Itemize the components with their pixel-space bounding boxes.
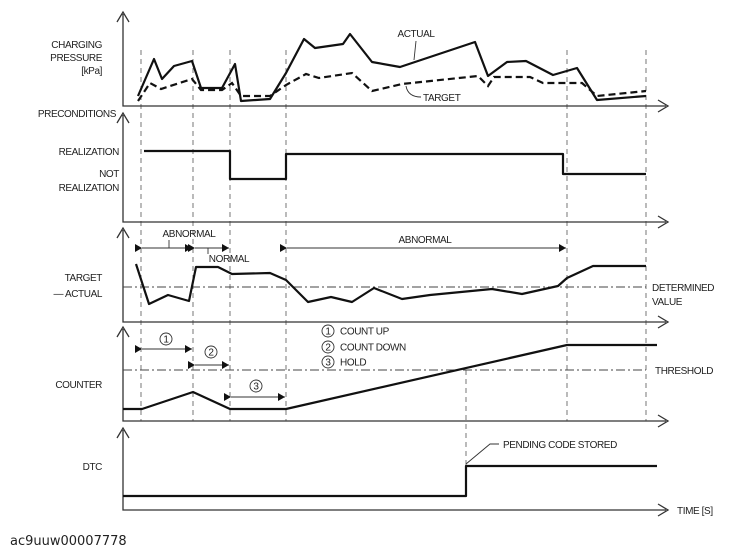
- target-label: TARGET: [65, 273, 103, 284]
- mark-1-circle: [159, 332, 173, 346]
- charging-pressure-panel: CHARGING PRESSURE [kPa] ACTUAL TARGET: [50, 10, 670, 113]
- abnormal-label-1: ABNORMAL: [163, 229, 217, 240]
- difference-axes: [116, 226, 670, 329]
- legend-num-3: 3: [325, 358, 331, 369]
- time-axis-label: TIME [S]: [677, 506, 713, 517]
- normal-label: NORMAL: [209, 254, 250, 265]
- not-realization-label-2: REALIZATION: [59, 183, 120, 194]
- mark-3: 3: [253, 382, 259, 393]
- preconditions-signal: [144, 149, 646, 181]
- difference-line: [134, 263, 646, 306]
- actual-pressure-line: [136, 32, 647, 103]
- counter-label: COUNTER: [55, 380, 102, 391]
- pressure-label-1: CHARGING: [51, 40, 102, 51]
- counter-line: [123, 343, 657, 411]
- pressure-label-2: PRESSURE: [50, 53, 103, 64]
- dtc-panel: DTC PENDING CODE STORED TIME [S]: [83, 426, 714, 517]
- legend-count-down: COUNT DOWN: [340, 343, 406, 354]
- preconditions-label: PRECONDITIONS: [38, 109, 117, 120]
- mark-3-circle: [249, 379, 263, 393]
- counter-legend: 1 COUNT UP 2 COUNT DOWN 3 HOLD: [321, 324, 406, 369]
- not-realization-label-1: NOT: [99, 169, 119, 180]
- pressure-label-3: [kPa]: [81, 66, 102, 77]
- abnormal-label-2: ABNORMAL: [399, 235, 453, 246]
- target-minus-actual-panel: TARGET — ACTUAL DETERMINED VALUE ABNORMA…: [54, 226, 715, 329]
- determined-label-2: VALUE: [652, 297, 683, 308]
- target-label: TARGET: [423, 93, 461, 104]
- legend-hold: HOLD: [340, 358, 366, 369]
- preconditions-axes: [116, 111, 670, 229]
- minus-actual-label: — ACTUAL: [54, 289, 103, 300]
- dtc-label: DTC: [83, 462, 103, 473]
- counter-axes: [116, 325, 670, 428]
- image-id-caption: ac9uuw00007778: [10, 534, 127, 549]
- mark-1: 1: [163, 335, 169, 346]
- threshold-label: THRESHOLD: [655, 366, 713, 377]
- preconditions-panel: PRECONDITIONS REALIZATION NOT REALIZATIO…: [38, 109, 670, 229]
- dtc-signal: [123, 464, 657, 498]
- pending-code-label: PENDING CODE STORED: [503, 440, 617, 451]
- dtc-axes: [116, 426, 670, 517]
- actual-label: ACTUAL: [397, 29, 435, 40]
- counter-panel: COUNTER THRESHOLD 1 2 3 1 COUNT UP 2 COU…: [55, 324, 714, 428]
- mark-2-circle: [204, 345, 218, 359]
- legend-num-2: 2: [325, 343, 331, 354]
- legend-count-up: COUNT UP: [340, 327, 390, 338]
- target-pressure-line: [137, 71, 647, 102]
- pending-leader: [465, 443, 499, 465]
- determined-label-1: DETERMINED: [652, 283, 714, 294]
- pressure-axes: [116, 10, 670, 113]
- realization-label: REALIZATION: [59, 147, 120, 158]
- time-guides: [140, 50, 647, 466]
- mark-2: 2: [208, 348, 214, 359]
- legend-num-1: 1: [325, 327, 331, 338]
